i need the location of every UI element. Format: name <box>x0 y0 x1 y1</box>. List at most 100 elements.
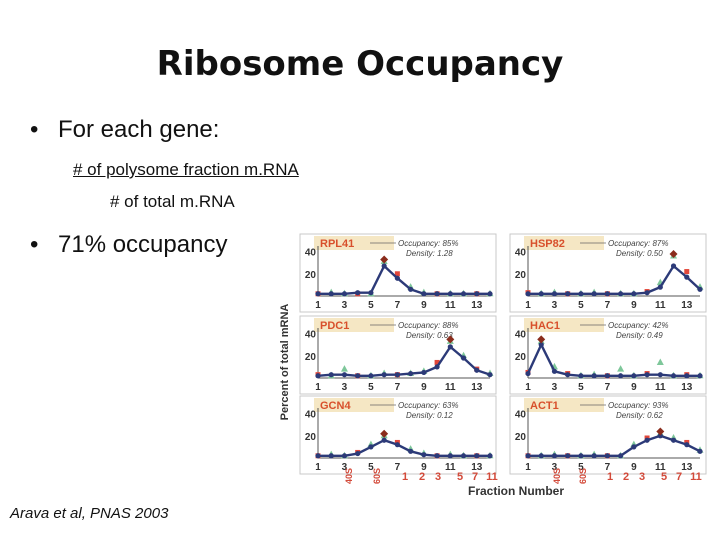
data-point <box>657 284 663 290</box>
data-point <box>525 370 531 377</box>
data-point <box>328 453 334 459</box>
data-point <box>341 372 348 378</box>
panel-title-bar <box>314 236 394 250</box>
x-tick-label: 11 <box>445 300 456 311</box>
data-point <box>460 355 467 361</box>
peak-marker <box>656 427 665 436</box>
data-point <box>644 372 650 378</box>
panel-title-bar <box>314 318 394 332</box>
panel-frame <box>299 395 497 475</box>
x-tick-label: 3 <box>552 382 558 393</box>
data-point <box>368 290 374 296</box>
x-tick-label: 9 <box>631 382 637 393</box>
replicate-marker <box>340 365 348 372</box>
replicate-marker <box>394 271 400 277</box>
data-point <box>394 372 400 378</box>
data-point <box>447 453 453 459</box>
replicate-marker <box>656 358 664 365</box>
data-point <box>631 291 637 297</box>
bottom-fraction-label: 40S <box>552 468 562 484</box>
x-tick-label: 13 <box>681 382 693 393</box>
data-point <box>487 372 493 378</box>
data-point <box>315 291 321 297</box>
data-point <box>328 291 334 297</box>
bottom-fraction-label: 40S <box>344 468 354 484</box>
data-point <box>604 291 610 297</box>
bottom-fraction-label: 3 <box>639 471 645 483</box>
data-point <box>315 453 321 459</box>
data-point <box>355 373 361 379</box>
data-point <box>341 453 348 459</box>
data-point <box>565 291 571 297</box>
bullet-text: 71% occupancy <box>58 231 228 258</box>
x-tick-label: 5 <box>368 300 374 311</box>
data-point <box>618 291 624 297</box>
data-point <box>381 263 387 269</box>
y-tick-label: 40 <box>515 410 527 421</box>
data-point <box>670 437 677 443</box>
occupancy-figure: Percent of total mRNA RPL41 Occupancy: 85… <box>279 233 707 498</box>
data-point <box>604 373 610 379</box>
data-point <box>368 444 374 450</box>
data-point <box>538 453 544 459</box>
panel-title-bar <box>524 236 604 250</box>
bottom-fraction-label: 7 <box>676 471 682 483</box>
x-tick-label: 3 <box>342 382 348 393</box>
density-label: Density: 0.50 <box>616 249 663 258</box>
bullet-for-each-gene: • For each gene: <box>30 116 219 144</box>
x-tick-label: 5 <box>368 462 374 473</box>
occupancy-label: Occupancy: 42% <box>608 321 668 330</box>
occupancy-label: Occupancy: 93% <box>608 401 668 410</box>
bottom-fraction-label: 11 <box>690 471 702 483</box>
data-point <box>474 367 480 373</box>
x-tick-label: 3 <box>342 300 348 311</box>
data-point <box>684 373 690 379</box>
x-tick-label: 9 <box>421 382 427 393</box>
data-point <box>591 373 597 379</box>
bottom-fraction-label: 2 <box>623 471 629 483</box>
x-tick-label: 1 <box>315 382 321 393</box>
y-tick-label: 40 <box>305 248 317 259</box>
gene-label: ACT1 <box>530 400 559 412</box>
panel-title-bar <box>524 398 604 412</box>
data-point <box>381 372 387 378</box>
data-point <box>670 263 677 269</box>
x-tick-label: 3 <box>552 300 558 311</box>
y-tick-label: 20 <box>515 270 527 281</box>
data-point <box>565 453 571 459</box>
y-tick-label: 20 <box>305 432 317 443</box>
y-tick-label: 40 <box>305 410 317 421</box>
bottom-fraction-label: 5 <box>661 471 667 483</box>
x-tick-label: 1 <box>525 382 531 393</box>
panel-title-bar <box>314 398 394 412</box>
data-point <box>460 291 467 297</box>
data-point <box>591 291 597 297</box>
x-tick-label: 5 <box>578 462 584 473</box>
peak-marker <box>537 335 546 344</box>
data-point <box>368 373 374 379</box>
y-tick-label: 20 <box>515 432 527 443</box>
x-tick-label: 1 <box>525 300 531 311</box>
replicate-marker <box>434 359 440 365</box>
citation: Arava et al, PNAS 2003 <box>10 505 169 522</box>
data-point <box>697 373 703 379</box>
data-point <box>618 373 624 379</box>
data-point <box>644 437 650 443</box>
data-point <box>578 453 584 459</box>
data-point <box>487 453 493 459</box>
data-point <box>591 453 597 459</box>
x-tick-label: 7 <box>395 382 401 393</box>
density-label: Density: 0.49 <box>616 331 663 340</box>
bottom-fraction-label: 60S <box>578 468 588 484</box>
data-point <box>578 373 584 379</box>
y-tick-label: 40 <box>515 330 527 341</box>
occupancy-label: Occupancy: 88% <box>398 321 458 330</box>
bullet-dot: • <box>30 116 39 143</box>
data-point <box>697 448 703 454</box>
data-point <box>315 373 321 379</box>
peak-marker <box>446 335 455 344</box>
